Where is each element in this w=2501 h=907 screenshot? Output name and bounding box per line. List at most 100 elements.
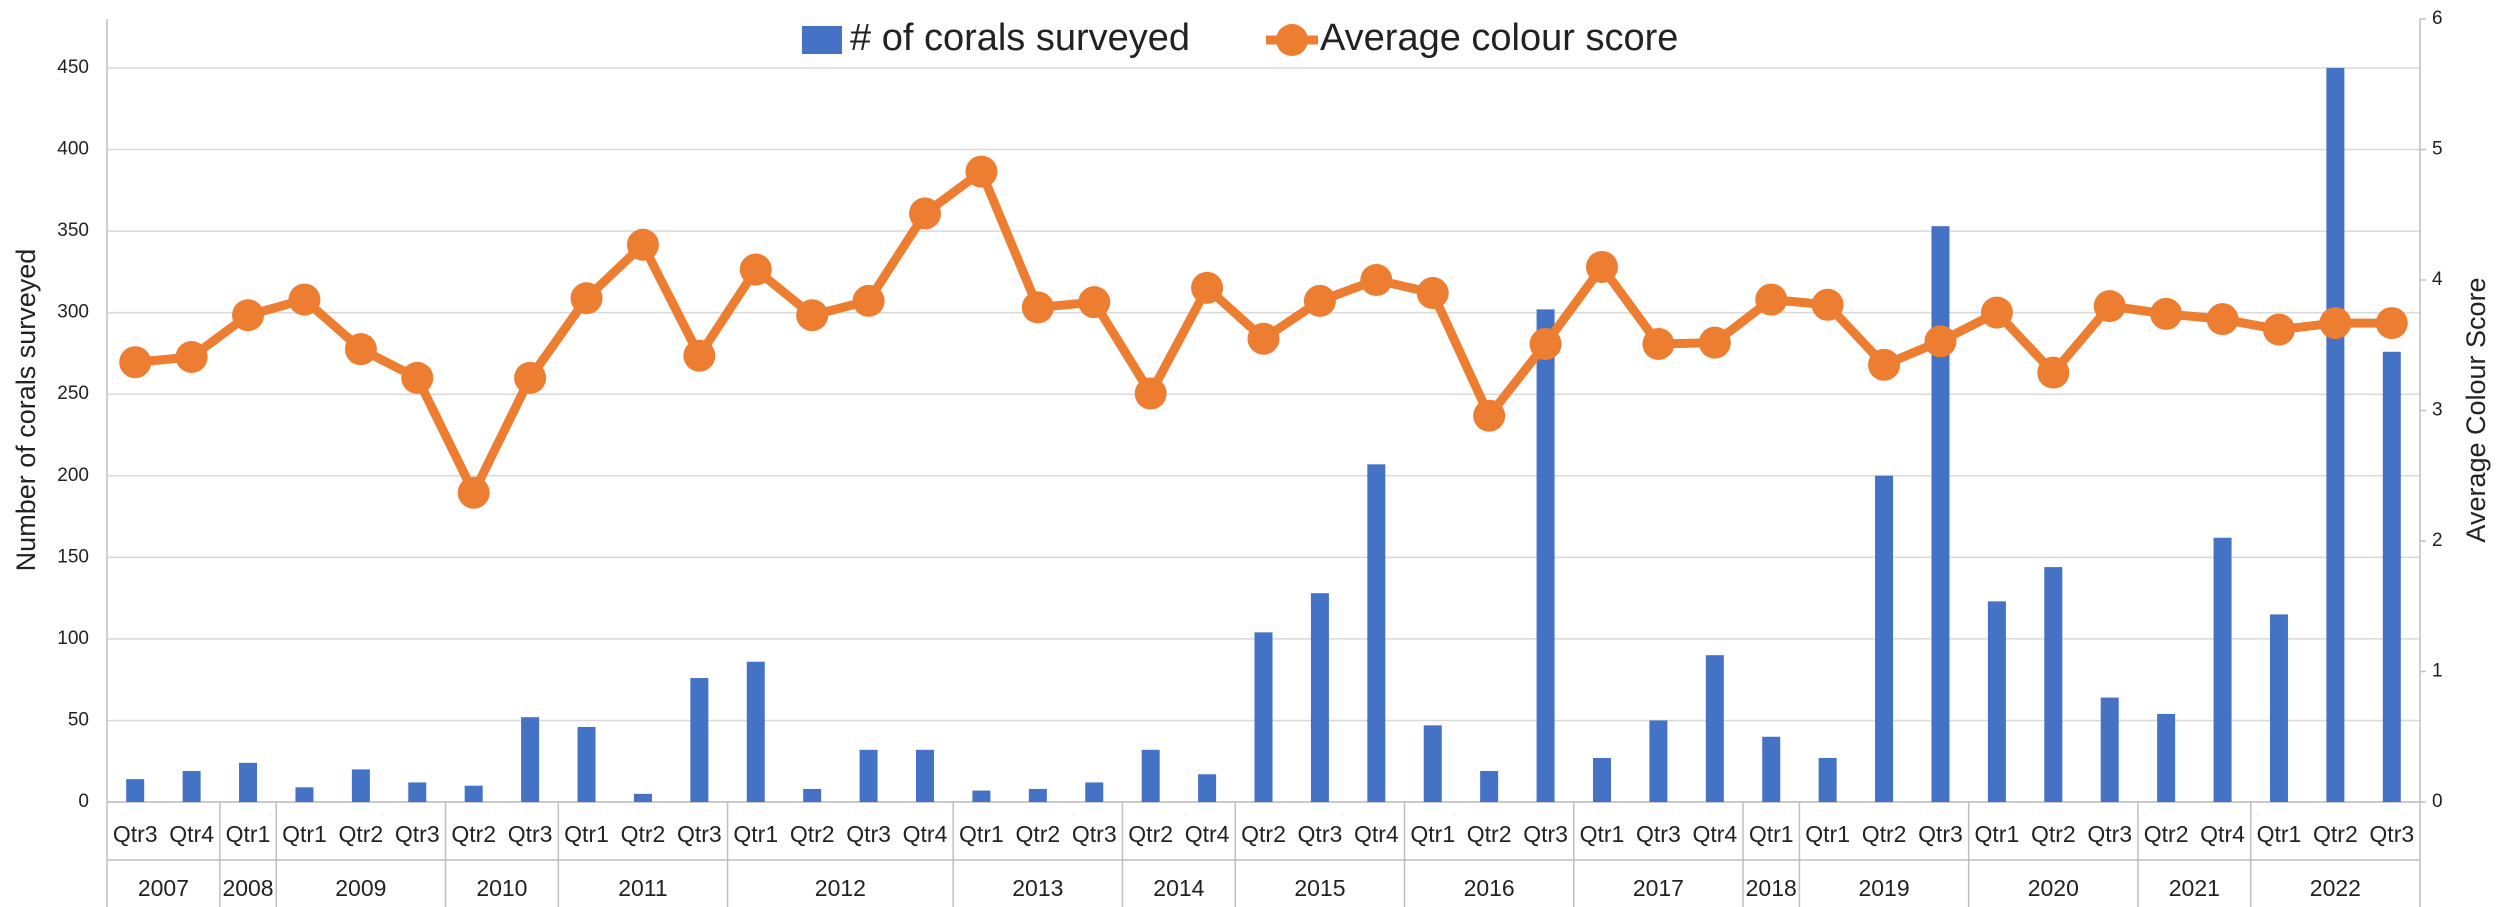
y-tick-label: 300 (57, 302, 89, 323)
line-marker (2262, 313, 2295, 346)
x-tick-label: Qtr1 (226, 821, 271, 847)
line-marker (119, 346, 152, 379)
line-marker (683, 339, 716, 372)
group-label: 2007 (138, 875, 189, 901)
y2-tick-label: 4 (2432, 269, 2443, 290)
line-marker (1529, 327, 1562, 360)
bar (1536, 309, 1555, 802)
bar (1875, 475, 1894, 802)
group-label: 2011 (618, 875, 667, 901)
y-tick-label: 450 (57, 57, 89, 78)
x-tick-label: Qtr2 (1128, 821, 1173, 847)
line-marker (1698, 326, 1731, 359)
bar (2213, 537, 2232, 802)
x-tick-label: Qtr2 (1241, 821, 1286, 847)
x-tick-label: Qtr4 (1354, 821, 1399, 847)
line-marker (2206, 303, 2239, 336)
line-marker (457, 476, 490, 509)
y-tick-label: 0 (78, 791, 89, 812)
bar (182, 771, 201, 802)
y-tick-label: 350 (57, 220, 89, 241)
x-tick-label: Qtr1 (1805, 821, 1850, 847)
x-tick-label: Qtr3 (1918, 821, 1963, 847)
y-tick-label: 250 (57, 383, 89, 404)
x-tick-label: Qtr3 (846, 821, 891, 847)
x-tick-label: Qtr2 (338, 821, 383, 847)
y-tick-label: 200 (57, 465, 89, 486)
bar (972, 790, 991, 802)
y2-tick-label: 0 (2432, 791, 2443, 812)
line-marker (175, 340, 208, 373)
x-tick-label: Qtr3 (677, 821, 722, 847)
bar (1423, 725, 1442, 802)
x-tick-label: Qtr4 (1185, 821, 1230, 847)
bar (2157, 713, 2176, 802)
bar (408, 782, 427, 802)
line-marker (1247, 322, 1280, 355)
bar (1085, 782, 1104, 802)
bar (1310, 593, 1329, 802)
group-label: 2015 (1294, 875, 1345, 901)
bar (1141, 749, 1160, 802)
x-tick-label: Qtr4 (1692, 821, 1737, 847)
x-tick-label: Qtr3 (113, 821, 158, 847)
line-marker (1360, 264, 1393, 296)
group-label: 2021 (2169, 875, 2220, 901)
x-tick-label: Qtr1 (959, 821, 1004, 847)
bar (126, 779, 145, 802)
x-tick-label: Qtr2 (790, 821, 835, 847)
line-marker (1078, 286, 1111, 319)
x-tick-label: Qtr2 (2031, 821, 2076, 847)
y2-tick-label: 6 (2432, 8, 2443, 29)
x-tick-label: Qtr3 (1636, 821, 1681, 847)
line-marker (1924, 325, 1957, 358)
x-tick-label: Qtr4 (2200, 821, 2245, 847)
bar (633, 793, 652, 802)
line-marker (401, 361, 434, 394)
x-tick-label: Qtr1 (1975, 821, 2020, 847)
x-tick-label: Qtr2 (2144, 821, 2189, 847)
line-marker (1585, 250, 1618, 283)
line-marker (1134, 377, 1167, 410)
line-marker (232, 299, 265, 332)
x-tick-label: Qtr1 (1580, 821, 1625, 847)
line-marker (344, 333, 377, 366)
y2-tick-label: 3 (2432, 400, 2443, 421)
y2-tick-label: 1 (2432, 661, 2443, 682)
bar (1649, 720, 1668, 802)
group-label: 2017 (1633, 875, 1684, 901)
line-marker (626, 228, 659, 261)
line-marker (965, 155, 998, 188)
group-label: 2014 (1153, 875, 1204, 901)
y2-tick-label: 5 (2432, 139, 2443, 160)
x-tick-label: Qtr2 (451, 821, 496, 847)
y-tick-label: 400 (57, 139, 89, 160)
line-marker (288, 283, 321, 316)
bar (239, 762, 258, 802)
bar (577, 726, 596, 802)
bar (803, 788, 822, 802)
y-tick-label: 150 (57, 546, 89, 567)
line-marker (1642, 327, 1675, 360)
legend-label: Average colour score (1320, 17, 1678, 59)
x-tick-label: Qtr1 (2257, 821, 2302, 847)
line-marker (1811, 288, 1844, 321)
line-marker (1303, 284, 1336, 317)
y-tick-label: 100 (57, 628, 89, 649)
line-marker (796, 299, 829, 332)
x-tick-label: Qtr3 (1298, 821, 1343, 847)
x-tick-label: Qtr3 (508, 821, 553, 847)
bar (916, 749, 935, 802)
x-tick-label: Qtr3 (2087, 821, 2132, 847)
bar (521, 717, 540, 802)
group-label: 2018 (1746, 875, 1797, 901)
line-marker (1473, 399, 1506, 432)
bar (859, 749, 878, 802)
x-tick-label: Qtr4 (169, 821, 214, 847)
x-tick-label: Qtr3 (2369, 821, 2414, 847)
group-label: 2010 (476, 875, 527, 901)
x-tick-label: Qtr2 (1862, 821, 1907, 847)
x-tick-label: Qtr3 (395, 821, 440, 847)
